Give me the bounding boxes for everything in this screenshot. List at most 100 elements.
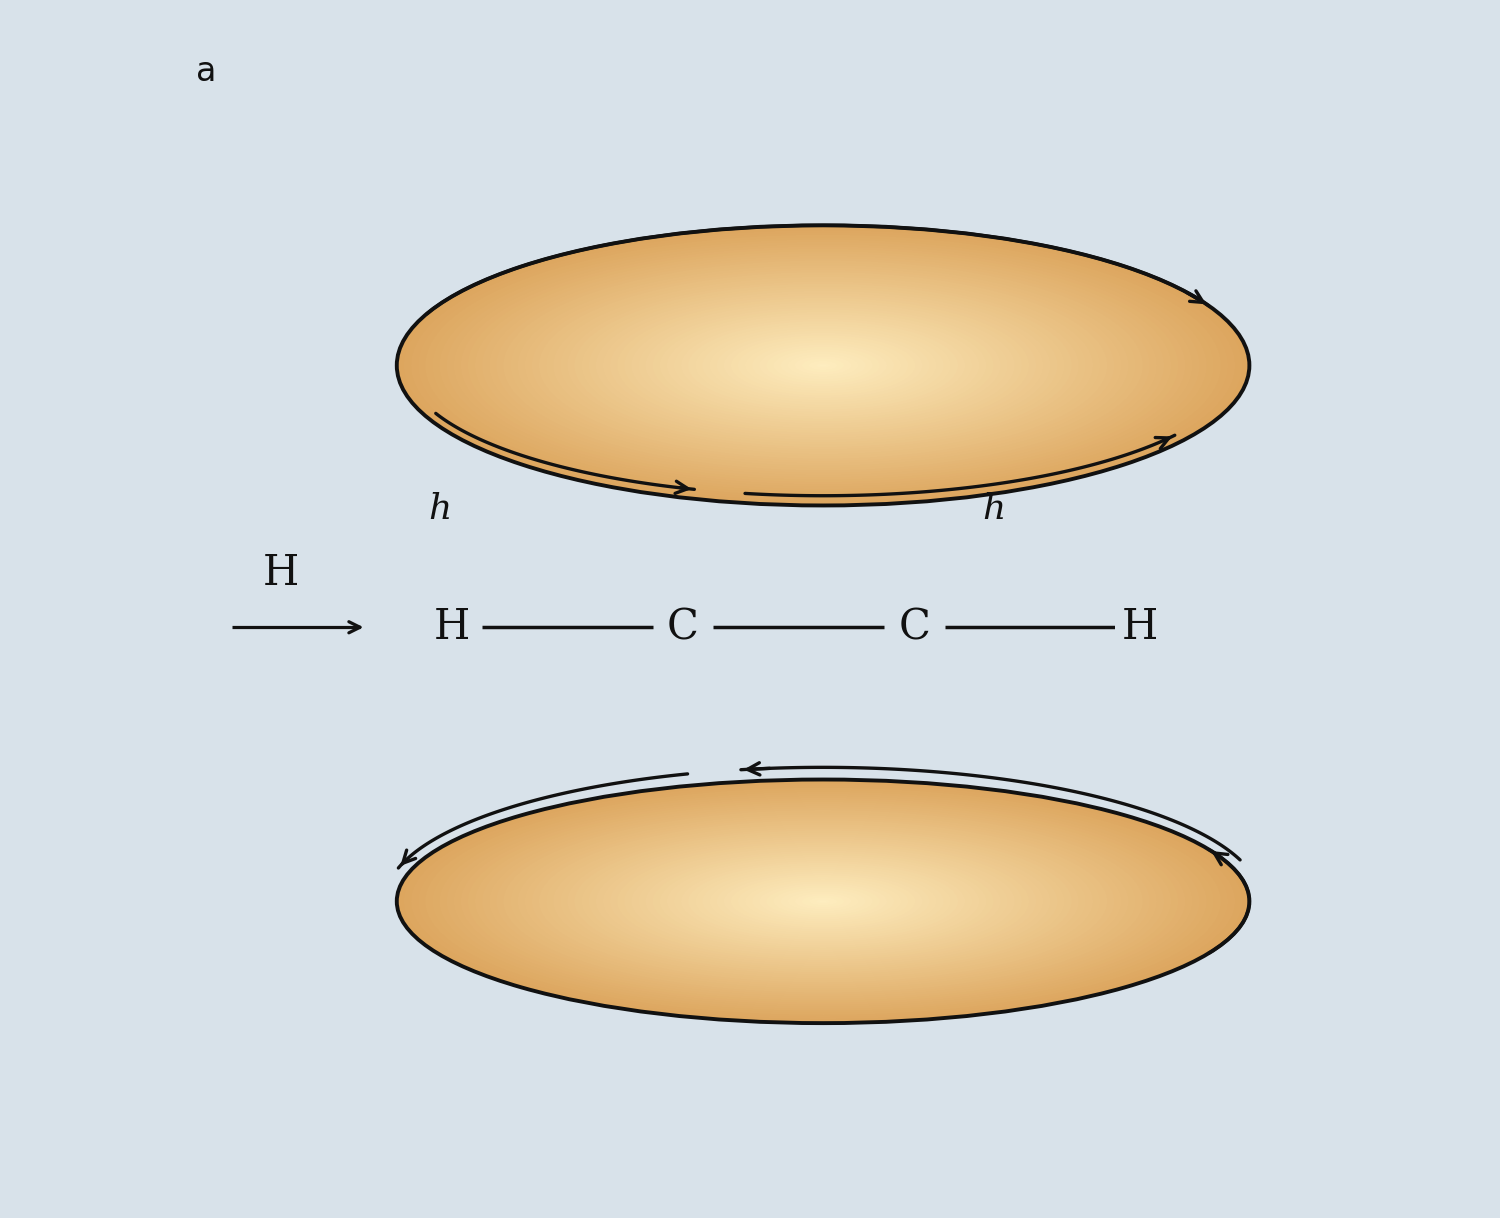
Ellipse shape bbox=[774, 350, 873, 381]
Ellipse shape bbox=[802, 895, 844, 907]
Ellipse shape bbox=[482, 804, 1164, 999]
Ellipse shape bbox=[660, 855, 987, 948]
Ellipse shape bbox=[468, 248, 1179, 482]
Ellipse shape bbox=[774, 887, 873, 916]
Ellipse shape bbox=[603, 294, 1044, 437]
Ellipse shape bbox=[603, 838, 1044, 965]
Ellipse shape bbox=[447, 241, 1200, 490]
Ellipse shape bbox=[717, 871, 930, 932]
Ellipse shape bbox=[674, 317, 972, 414]
Ellipse shape bbox=[759, 345, 886, 386]
Ellipse shape bbox=[554, 276, 1094, 454]
Ellipse shape bbox=[588, 834, 1058, 968]
Ellipse shape bbox=[460, 798, 1185, 1005]
Ellipse shape bbox=[668, 314, 980, 417]
Ellipse shape bbox=[398, 780, 1250, 1023]
Ellipse shape bbox=[759, 883, 886, 920]
Ellipse shape bbox=[567, 281, 1078, 449]
Text: H: H bbox=[262, 553, 298, 594]
Ellipse shape bbox=[752, 342, 894, 389]
Ellipse shape bbox=[730, 875, 915, 928]
Ellipse shape bbox=[652, 853, 993, 950]
Ellipse shape bbox=[560, 279, 1086, 452]
Ellipse shape bbox=[723, 333, 922, 398]
Ellipse shape bbox=[688, 322, 958, 409]
Text: h: h bbox=[982, 492, 1005, 526]
Ellipse shape bbox=[616, 843, 1029, 960]
Ellipse shape bbox=[532, 818, 1114, 984]
Ellipse shape bbox=[596, 291, 1050, 440]
Ellipse shape bbox=[632, 302, 1016, 429]
Text: H: H bbox=[1122, 607, 1158, 648]
Ellipse shape bbox=[504, 810, 1143, 993]
Ellipse shape bbox=[610, 840, 1036, 962]
Ellipse shape bbox=[518, 814, 1128, 989]
Ellipse shape bbox=[788, 353, 858, 378]
Ellipse shape bbox=[496, 258, 1150, 473]
Ellipse shape bbox=[746, 879, 902, 923]
Ellipse shape bbox=[489, 806, 1156, 996]
Ellipse shape bbox=[780, 889, 865, 914]
Ellipse shape bbox=[476, 801, 1172, 1001]
Ellipse shape bbox=[795, 893, 852, 910]
Ellipse shape bbox=[546, 822, 1100, 980]
Ellipse shape bbox=[532, 269, 1114, 462]
Ellipse shape bbox=[567, 828, 1078, 974]
Ellipse shape bbox=[574, 284, 1072, 447]
Ellipse shape bbox=[411, 230, 1234, 501]
Ellipse shape bbox=[596, 837, 1050, 966]
Ellipse shape bbox=[766, 347, 880, 384]
Ellipse shape bbox=[538, 820, 1107, 983]
Ellipse shape bbox=[808, 898, 837, 905]
Ellipse shape bbox=[819, 364, 828, 367]
Ellipse shape bbox=[419, 786, 1228, 1017]
Ellipse shape bbox=[476, 251, 1172, 480]
Ellipse shape bbox=[639, 849, 1008, 954]
Ellipse shape bbox=[717, 330, 930, 401]
Ellipse shape bbox=[510, 812, 1136, 990]
Ellipse shape bbox=[795, 356, 852, 375]
Ellipse shape bbox=[802, 358, 844, 373]
Ellipse shape bbox=[652, 309, 993, 421]
Ellipse shape bbox=[746, 340, 902, 391]
Ellipse shape bbox=[460, 246, 1185, 485]
Ellipse shape bbox=[645, 850, 1000, 952]
Ellipse shape bbox=[398, 225, 1250, 505]
Ellipse shape bbox=[518, 266, 1128, 465]
Ellipse shape bbox=[525, 268, 1122, 464]
Ellipse shape bbox=[645, 307, 1000, 424]
Ellipse shape bbox=[489, 256, 1156, 475]
Ellipse shape bbox=[411, 783, 1234, 1019]
Ellipse shape bbox=[432, 789, 1214, 1013]
Ellipse shape bbox=[440, 792, 1206, 1011]
Ellipse shape bbox=[616, 297, 1029, 434]
Ellipse shape bbox=[588, 289, 1058, 442]
Ellipse shape bbox=[419, 233, 1228, 498]
Ellipse shape bbox=[681, 861, 964, 942]
Ellipse shape bbox=[660, 312, 987, 419]
Ellipse shape bbox=[723, 873, 922, 929]
Ellipse shape bbox=[738, 337, 909, 393]
Text: H: H bbox=[433, 607, 470, 648]
Ellipse shape bbox=[702, 867, 944, 935]
Ellipse shape bbox=[752, 881, 894, 922]
Ellipse shape bbox=[440, 240, 1206, 492]
Ellipse shape bbox=[694, 324, 951, 407]
Ellipse shape bbox=[710, 868, 938, 934]
Ellipse shape bbox=[694, 865, 951, 938]
Ellipse shape bbox=[632, 847, 1016, 956]
Ellipse shape bbox=[574, 831, 1072, 972]
Ellipse shape bbox=[639, 304, 1008, 426]
Ellipse shape bbox=[688, 862, 958, 940]
Ellipse shape bbox=[702, 325, 944, 406]
Text: a: a bbox=[196, 55, 216, 88]
Ellipse shape bbox=[816, 899, 830, 904]
Ellipse shape bbox=[582, 832, 1065, 971]
Ellipse shape bbox=[510, 263, 1136, 468]
Ellipse shape bbox=[468, 800, 1179, 1002]
Ellipse shape bbox=[482, 253, 1164, 477]
Ellipse shape bbox=[674, 859, 972, 944]
Ellipse shape bbox=[546, 274, 1100, 457]
Ellipse shape bbox=[404, 228, 1242, 503]
Ellipse shape bbox=[504, 261, 1143, 470]
